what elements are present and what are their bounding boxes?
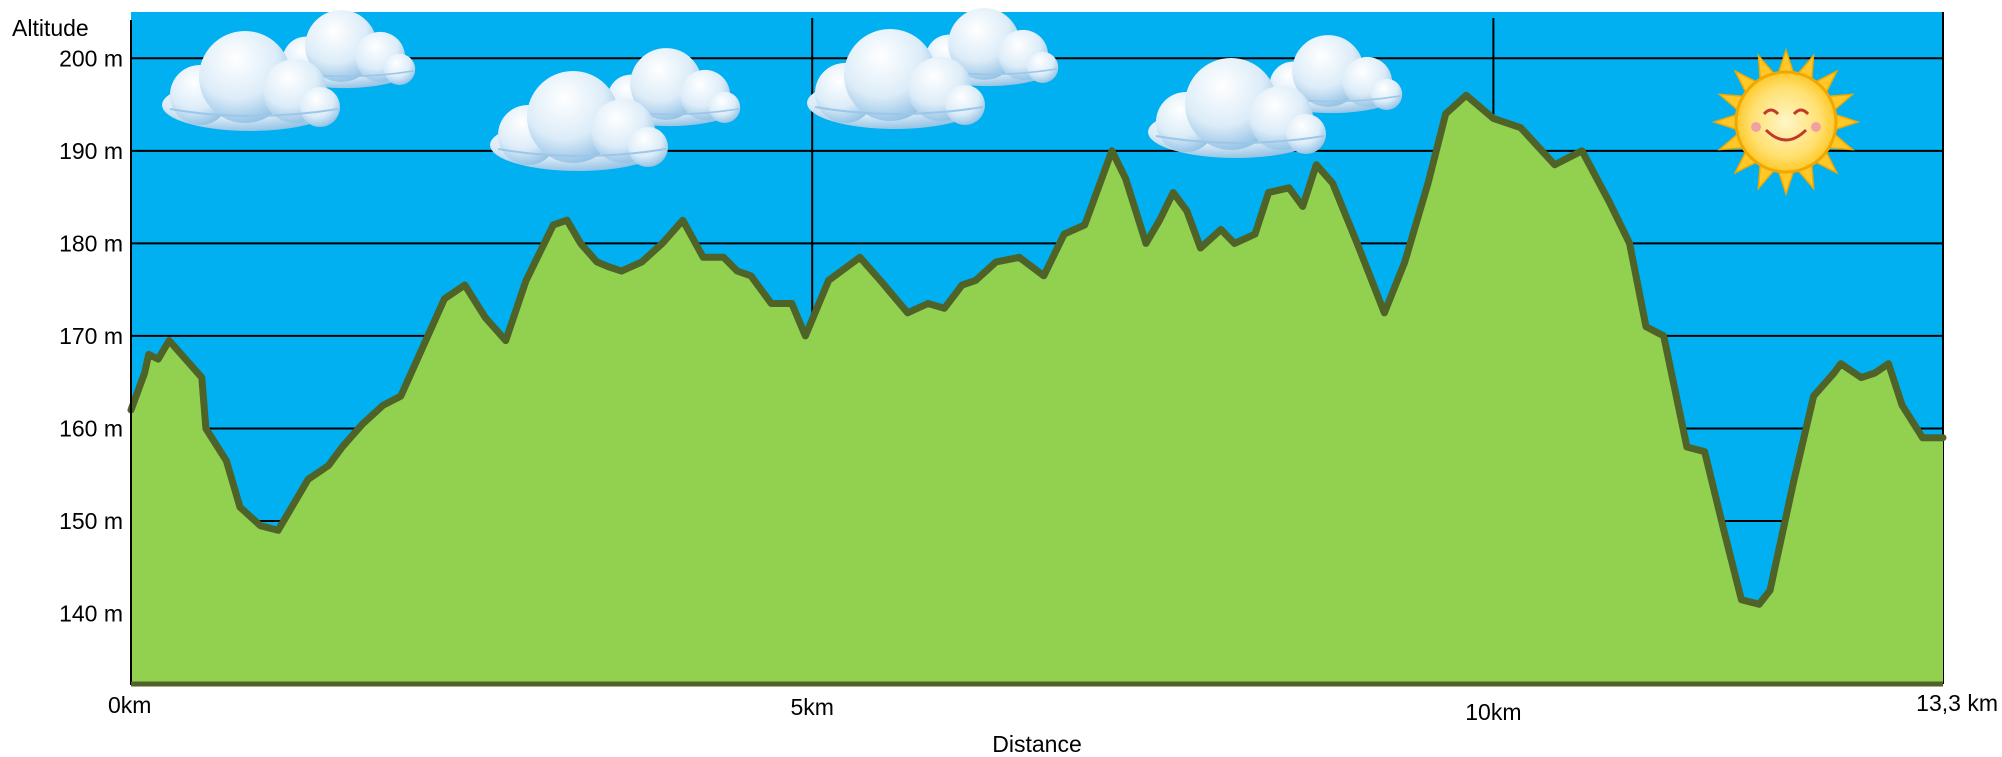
x-tick-label: 0km (108, 692, 151, 718)
x-tick-label: 13,3 km (1916, 690, 1998, 716)
y-tick-label: 200 m (59, 45, 123, 71)
x-axis-title: Distance (992, 731, 1081, 757)
y-tick-label: 190 m (59, 138, 123, 164)
y-tick-label: 140 m (59, 601, 123, 627)
sun-icon (1711, 47, 1861, 197)
weather-decorations (161, 7, 1861, 197)
y-tick-label: 170 m (59, 323, 123, 349)
y-tick-label: 160 m (59, 415, 123, 441)
x-tick-label: 10km (1465, 699, 1521, 725)
y-axis-title: Altitude (12, 15, 89, 41)
x-tick-labels: 0km 5km 10km 13,3 km (108, 690, 1998, 725)
y-tick-label: 180 m (59, 230, 123, 256)
x-tick-label: 5km (790, 694, 833, 720)
y-tick-labels: 200 m 190 m 180 m 170 m 160 m 150 m 140 m (59, 45, 123, 626)
y-tick-label: 150 m (59, 508, 123, 534)
elevation-area-fill (131, 95, 1943, 684)
elevation-line (127, 91, 1947, 608)
